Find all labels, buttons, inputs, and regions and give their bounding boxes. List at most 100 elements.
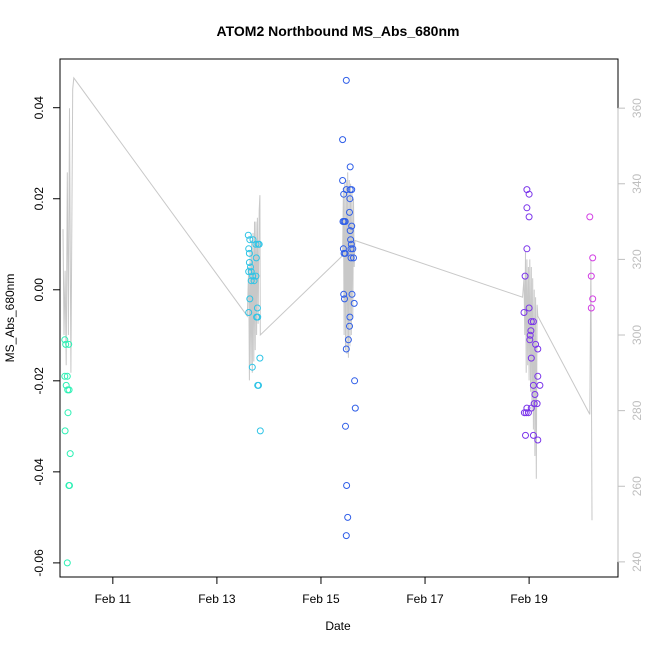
data-point-s2-12	[341, 218, 349, 225]
data-point-s1-26	[256, 427, 264, 435]
right-tick-label: 260	[630, 476, 644, 496]
data-point-s4-0	[586, 213, 594, 221]
secondary-series-line	[62, 76, 593, 521]
right-tick-label: 360	[630, 98, 644, 118]
data-point-s2-21	[347, 254, 355, 262]
data-point-s0-8	[65, 386, 73, 394]
data-point-s4-4	[587, 304, 595, 312]
data-point-s4-2	[587, 272, 595, 280]
data-point-s0-6	[61, 427, 69, 435]
data-point-s1-8	[249, 272, 257, 280]
data-point-s1-0	[244, 231, 252, 239]
chart-title: ATOM2 Northbound MS_Abs_680nm	[217, 23, 460, 39]
right-tick-label: 240	[630, 552, 644, 572]
x-tick-label: Feb 19	[510, 592, 548, 606]
data-point-s1-16	[252, 272, 260, 280]
data-point-s2-7	[348, 186, 356, 194]
data-point-s3-3	[525, 213, 533, 221]
data-point-s3-11	[526, 331, 534, 339]
data-point-s3-27	[522, 431, 529, 439]
data-point-s2-29	[346, 322, 353, 330]
data-point-s3-10	[527, 327, 535, 335]
data-point-s2-37	[342, 532, 350, 540]
y-tick-label: 0.02	[32, 187, 46, 211]
data-point-s2-3	[342, 76, 350, 84]
data-point-s2-5	[346, 163, 354, 171]
data-point-s0-13	[63, 559, 71, 567]
right-tick-label: 280	[630, 400, 644, 420]
data-point-s2-26	[348, 290, 356, 298]
data-point-s3-19	[531, 391, 539, 398]
x-tick-label: Feb 13	[198, 592, 236, 606]
data-point-s3-5	[521, 272, 529, 280]
data-point-s3-26	[524, 409, 532, 417]
y-tick-label: 0.00	[32, 278, 46, 302]
x-axis-label: Date	[325, 619, 351, 633]
data-point-s2-28	[346, 313, 354, 321]
data-point-s3-1	[525, 190, 533, 198]
data-point-s2-14	[346, 227, 354, 235]
data-point-s1-15	[252, 254, 260, 262]
x-tick-label: Feb 17	[406, 592, 444, 606]
data-point-s2-33	[351, 404, 359, 412]
data-point-s2-4	[342, 186, 350, 194]
secondary-line	[62, 76, 593, 521]
data-point-s4-3	[589, 295, 597, 303]
data-point-s1-9	[247, 277, 255, 285]
data-point-s2-20	[349, 245, 357, 253]
data-point-s2-18	[339, 245, 347, 253]
y-tick-label: -0.02	[32, 367, 46, 395]
data-point-s3-2	[523, 204, 531, 212]
data-point-s2-22	[341, 249, 349, 257]
data-point-s3-8	[527, 318, 535, 326]
data-point-s3-15	[527, 354, 535, 362]
data-point-s2-25	[341, 295, 348, 303]
y-tick-label: -0.06	[32, 549, 46, 577]
data-point-s1-10	[250, 277, 258, 285]
right-tick-label: 300	[630, 325, 644, 345]
data-point-s0-12	[66, 482, 73, 489]
right-y-axis: 240 260 280 300 320 340 360	[617, 98, 644, 572]
data-point-s2-36	[344, 513, 352, 521]
data-point-s1-18	[245, 309, 253, 316]
data-point-s1-25	[255, 381, 262, 389]
y-tick-label: 0.04	[32, 96, 46, 120]
data-point-s3-28	[529, 431, 537, 439]
data-point-s3-6	[520, 309, 528, 316]
data-point-s1-2	[246, 236, 254, 244]
data-point-s2-31	[342, 345, 350, 353]
data-point-s3-9	[529, 318, 537, 326]
data-point-s2-0	[339, 136, 347, 144]
data-point-s1-4	[245, 259, 253, 266]
right-tick-label: 320	[630, 249, 644, 269]
data-point-s0-10	[66, 450, 74, 458]
data-point-s1-21	[254, 313, 262, 321]
data-point-s3-21	[533, 400, 541, 408]
data-point-s0-1	[61, 372, 69, 380]
data-point-s2-35	[343, 482, 351, 489]
data-point-s3-16	[534, 372, 542, 380]
data-point-s2-15	[347, 236, 355, 244]
data-point-s1-6	[247, 263, 254, 271]
data-point-s1-5	[245, 268, 253, 276]
data-point-s1-22	[256, 354, 264, 362]
data-point-s0-2	[62, 340, 70, 348]
data-point-s2-24	[340, 290, 348, 298]
y-axis-label: MS_Abs_680nm	[3, 274, 17, 363]
x-axis: Feb 11 Feb 13 Feb 15 Feb 17 Feb 19	[95, 576, 548, 606]
data-point-s2-16	[347, 240, 355, 248]
data-point-s3-4	[523, 245, 531, 253]
data-point-s1-1	[245, 245, 253, 253]
data-point-s2-8	[346, 195, 354, 203]
data-point-s3-18	[536, 381, 544, 389]
data-point-s1-14	[255, 240, 263, 248]
data-point-s2-34	[342, 422, 349, 430]
y-axis: -0.06 -0.04 -0.02 0.00 0.02 0.04	[32, 96, 61, 577]
data-point-s3-14	[534, 345, 542, 353]
data-point-s2-27	[350, 299, 358, 307]
data-point-s1-19	[253, 304, 261, 312]
data-point-s2-30	[344, 336, 352, 344]
data-point-s2-1	[339, 177, 347, 184]
data-point-s0-4	[63, 372, 71, 380]
